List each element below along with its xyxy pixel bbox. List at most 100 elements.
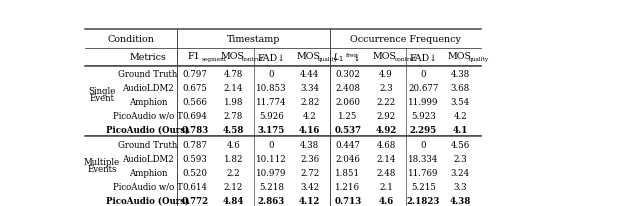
Text: quality: quality — [318, 57, 339, 62]
Text: 5.218: 5.218 — [259, 182, 284, 191]
Text: 2.14: 2.14 — [223, 83, 243, 92]
Text: 0.713: 0.713 — [334, 196, 362, 205]
Text: Multiple: Multiple — [84, 157, 120, 166]
Text: 4.58: 4.58 — [223, 125, 244, 134]
Text: Timestamp: Timestamp — [227, 35, 280, 43]
Text: 3.54: 3.54 — [451, 97, 470, 106]
Text: 1.82: 1.82 — [223, 154, 243, 163]
Text: 2.863: 2.863 — [258, 196, 285, 205]
Text: MOS: MOS — [220, 51, 244, 60]
Text: 2.1: 2.1 — [379, 182, 393, 191]
Text: 2.78: 2.78 — [223, 111, 243, 120]
Text: 3.175: 3.175 — [258, 125, 285, 134]
Text: 4.2: 4.2 — [303, 111, 317, 120]
Text: 0: 0 — [420, 140, 426, 149]
Text: 1.98: 1.98 — [223, 97, 243, 106]
Text: 4.56: 4.56 — [451, 140, 470, 149]
Text: 4.44: 4.44 — [300, 69, 319, 78]
Text: 0.520: 0.520 — [182, 168, 207, 177]
Text: 0.675: 0.675 — [182, 83, 207, 92]
Text: 4.38: 4.38 — [450, 196, 471, 205]
Text: quality: quality — [469, 57, 489, 62]
Text: 1.851: 1.851 — [335, 168, 360, 177]
Text: 3.24: 3.24 — [451, 168, 470, 177]
Text: 0.772: 0.772 — [182, 196, 209, 205]
Text: 5.923: 5.923 — [411, 111, 436, 120]
Text: 5.215: 5.215 — [411, 182, 436, 191]
Text: Amphion: Amphion — [129, 97, 167, 106]
Text: 2.046: 2.046 — [335, 154, 360, 163]
Text: MOS: MOS — [297, 51, 321, 60]
Text: 2.1823: 2.1823 — [406, 196, 440, 205]
Text: Ground Truth: Ground Truth — [118, 140, 177, 149]
Text: AudioLDM2: AudioLDM2 — [122, 154, 174, 163]
Text: 4.84: 4.84 — [223, 196, 244, 205]
Text: 0.787: 0.787 — [182, 140, 207, 149]
Text: 4.16: 4.16 — [299, 125, 321, 134]
Text: 1.25: 1.25 — [338, 111, 358, 120]
Text: 2.2: 2.2 — [227, 168, 240, 177]
Text: Metrics: Metrics — [129, 53, 166, 62]
Text: 0: 0 — [269, 69, 275, 78]
Text: 0.797: 0.797 — [182, 69, 207, 78]
Text: 2.36: 2.36 — [300, 154, 319, 163]
Text: 10.979: 10.979 — [256, 168, 287, 177]
Text: Event: Event — [90, 94, 115, 103]
Text: 2.14: 2.14 — [376, 154, 396, 163]
Text: Amphion: Amphion — [129, 168, 167, 177]
Text: MOS: MOS — [373, 51, 397, 60]
Text: 4.2: 4.2 — [454, 111, 467, 120]
Text: 0.694: 0.694 — [182, 111, 207, 120]
Text: 2.72: 2.72 — [300, 168, 319, 177]
Text: 0.302: 0.302 — [335, 69, 360, 78]
Text: 0.566: 0.566 — [182, 97, 207, 106]
Text: Occurrence Frequency: Occurrence Frequency — [350, 35, 461, 43]
Text: 4.92: 4.92 — [376, 125, 397, 134]
Text: PicoAudio (Ours): PicoAudio (Ours) — [106, 125, 189, 134]
Text: control: control — [242, 57, 262, 62]
Text: Ground Truth: Ground Truth — [118, 69, 177, 78]
Text: 2.3: 2.3 — [380, 83, 393, 92]
Text: Events: Events — [87, 164, 116, 173]
Text: 3.3: 3.3 — [454, 182, 467, 191]
Text: control: control — [394, 57, 415, 62]
Text: 2.82: 2.82 — [300, 97, 319, 106]
Text: 2.408: 2.408 — [335, 83, 360, 92]
Text: 2.22: 2.22 — [376, 97, 396, 106]
Text: 2.48: 2.48 — [376, 168, 396, 177]
Text: 10.112: 10.112 — [256, 154, 287, 163]
Text: 4.68: 4.68 — [376, 140, 396, 149]
Text: 4.38: 4.38 — [300, 140, 319, 149]
Text: 4.9: 4.9 — [379, 69, 393, 78]
Text: 0.447: 0.447 — [335, 140, 360, 149]
Text: 0.614: 0.614 — [182, 182, 207, 191]
Text: 2.3: 2.3 — [454, 154, 467, 163]
Text: 11.769: 11.769 — [408, 168, 438, 177]
Text: 0.783: 0.783 — [182, 125, 209, 134]
Text: ↓: ↓ — [353, 53, 361, 62]
Text: 1.216: 1.216 — [335, 182, 360, 191]
Text: 18.334: 18.334 — [408, 154, 438, 163]
Text: 2.92: 2.92 — [376, 111, 396, 120]
Text: segment: segment — [202, 57, 227, 62]
Text: FAD↓: FAD↓ — [257, 53, 285, 62]
Text: 2.295: 2.295 — [410, 125, 436, 134]
Text: FAD↓: FAD↓ — [409, 53, 437, 62]
Text: 4.38: 4.38 — [451, 69, 470, 78]
Text: 0.593: 0.593 — [182, 154, 207, 163]
Text: 4.1: 4.1 — [452, 125, 468, 134]
Text: PicoAudio w/o T: PicoAudio w/o T — [113, 182, 183, 191]
Text: F1: F1 — [188, 51, 200, 60]
Text: Single: Single — [88, 86, 115, 95]
Text: 0: 0 — [269, 140, 275, 149]
Text: $L_1$: $L_1$ — [333, 52, 344, 64]
Text: AudioLDM2: AudioLDM2 — [122, 83, 174, 92]
Text: PicoAudio w/o T: PicoAudio w/o T — [113, 111, 183, 120]
Text: Condition: Condition — [108, 35, 154, 43]
Text: 11.999: 11.999 — [408, 97, 438, 106]
Text: 2.060: 2.060 — [335, 97, 360, 106]
Text: 4.78: 4.78 — [223, 69, 243, 78]
Text: 5.926: 5.926 — [259, 111, 284, 120]
Text: 3.68: 3.68 — [451, 83, 470, 92]
Text: 11.774: 11.774 — [256, 97, 287, 106]
